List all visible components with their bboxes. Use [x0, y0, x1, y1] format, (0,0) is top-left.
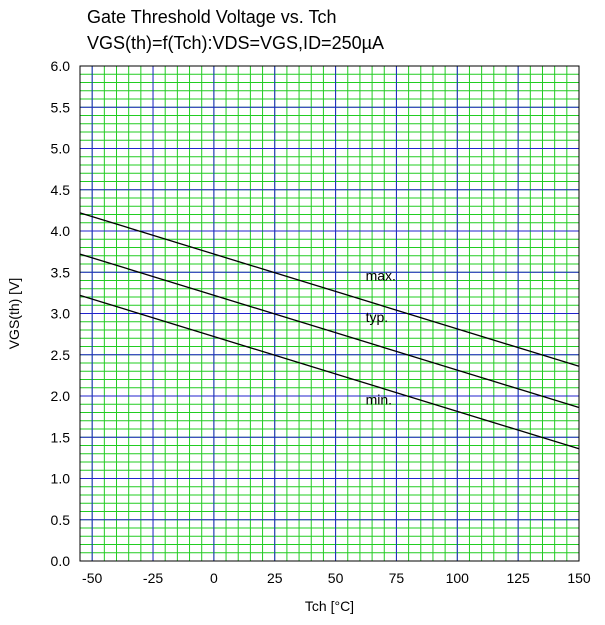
y-tick-label: 5.0	[51, 141, 71, 157]
y-tick-label: 4.0	[51, 223, 71, 239]
x-tick-label: -25	[143, 570, 163, 586]
y-tick-label: 1.5	[51, 429, 71, 445]
y-tick-label: 0.5	[51, 512, 71, 528]
y-tick-label: 1.0	[51, 471, 71, 487]
series-line-max	[79, 212, 580, 367]
x-tick-label: 125	[506, 570, 530, 586]
x-tick-label: 75	[389, 570, 405, 586]
curve-label: min.	[366, 391, 392, 407]
chart-title: Gate Threshold Voltage vs. Tch	[87, 7, 337, 27]
x-axis-ticks: -50 -25 0 25 50 75 100 125 150	[82, 570, 591, 586]
chart-subtitle: VGS(th)=f(Tch):VDS=VGS,ID=250µA	[87, 33, 384, 53]
y-tick-label: 3.5	[51, 264, 71, 280]
y-axis-label: VGS(th) [V]	[6, 278, 22, 350]
annotation-layer: max. typ. min.	[366, 268, 396, 408]
curve-label: typ.	[366, 309, 389, 325]
y-tick-label: 6.0	[51, 58, 71, 74]
x-axis-label: Tch [°C]	[305, 598, 354, 614]
series-line-typ	[79, 253, 580, 409]
plot-border	[79, 65, 580, 562]
y-tick-label: 2.5	[51, 347, 71, 363]
x-tick-label: 100	[446, 570, 470, 586]
series-line-min	[79, 294, 580, 450]
x-tick-label: 25	[267, 570, 283, 586]
y-tick-label: 3.0	[51, 306, 71, 322]
y-tick-label: 0.0	[51, 553, 71, 569]
x-tick-label: 150	[567, 570, 591, 586]
x-tick-label: -50	[82, 570, 102, 586]
y-tick-label: 4.5	[51, 182, 71, 198]
chart-title-block: Gate Threshold Voltage vs. Tch VGS(th)=f…	[87, 4, 384, 56]
x-tick-label: 50	[328, 570, 344, 586]
curve-label: max.	[366, 268, 396, 284]
major-grid	[80, 65, 580, 562]
y-axis-ticks: 0.0 0.5 1.0 1.5 2.0 2.5 3.0 3.5 4.0 4.5 5.0 5.5 6.0	[51, 58, 71, 569]
y-tick-label: 2.0	[51, 388, 71, 404]
series-layer	[79, 212, 580, 450]
x-tick-label: 0	[210, 570, 218, 586]
y-tick-label: 5.5	[51, 99, 71, 115]
